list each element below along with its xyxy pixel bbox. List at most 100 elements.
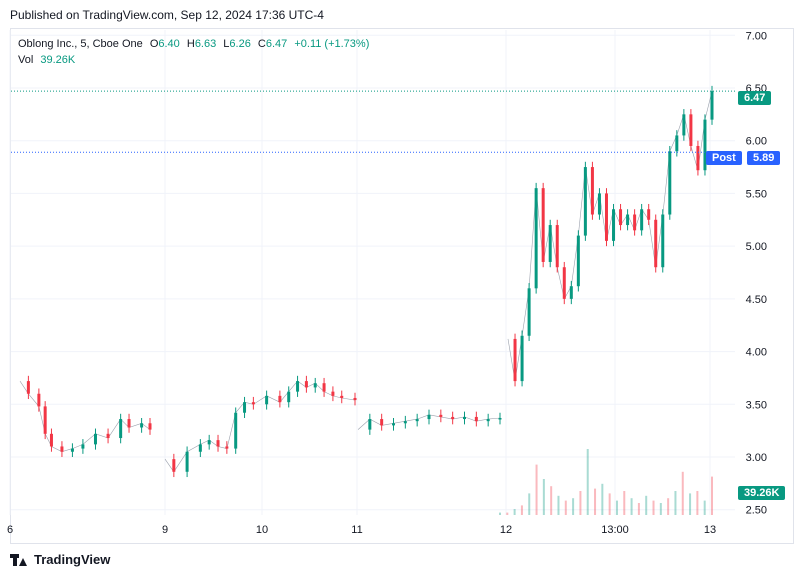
symbol-name[interactable]: Oblong Inc., 5, Cboe One bbox=[18, 38, 143, 50]
session-path-9 bbox=[164, 380, 356, 473]
y-tick-label: 7.00 bbox=[746, 30, 767, 42]
candle-body bbox=[296, 381, 300, 392]
high-label: H bbox=[186, 38, 195, 50]
y-tick-label: 5.50 bbox=[746, 188, 767, 200]
tradingview-logo-icon bbox=[10, 553, 28, 566]
candle-body bbox=[597, 193, 601, 215]
x-tick-label: 10 bbox=[256, 524, 268, 536]
candle-body bbox=[140, 423, 144, 428]
x-tick-label: 6 bbox=[7, 524, 13, 536]
volume-bar bbox=[557, 495, 560, 515]
volume-bar bbox=[550, 486, 553, 515]
volume-bar bbox=[703, 500, 706, 515]
candle-body bbox=[207, 440, 211, 445]
legend: Oblong Inc., 5, Cboe One O6.40 H6.63 L6.… bbox=[18, 36, 369, 68]
x-tick-label: 12 bbox=[500, 524, 512, 536]
volume-bar bbox=[513, 509, 516, 515]
candle-body bbox=[313, 383, 317, 388]
close-label: C bbox=[257, 38, 266, 50]
volume-bar bbox=[645, 495, 648, 515]
candle-body bbox=[541, 188, 545, 262]
candle-body bbox=[576, 235, 580, 287]
candle-body bbox=[548, 225, 552, 262]
volume-bar bbox=[564, 500, 567, 515]
volume-bar bbox=[681, 471, 684, 515]
volume-bar bbox=[499, 512, 501, 515]
candle-body bbox=[185, 451, 189, 472]
open-label: O bbox=[149, 38, 159, 50]
footer-brand[interactable]: TradingView bbox=[10, 552, 110, 567]
candle-body bbox=[81, 444, 85, 449]
volume-bar bbox=[535, 464, 538, 515]
candle-body bbox=[569, 286, 573, 299]
low-value: 6.26 bbox=[229, 38, 251, 50]
candle-body bbox=[278, 395, 282, 403]
candle-body bbox=[322, 383, 326, 392]
high-value: 6.63 bbox=[194, 38, 217, 50]
volume-bar bbox=[637, 503, 640, 515]
candle-body bbox=[353, 397, 357, 401]
volume-bar bbox=[586, 449, 589, 515]
candle-body bbox=[463, 416, 466, 420]
candle-body bbox=[619, 209, 623, 226]
volume-label[interactable]: Vol bbox=[18, 54, 34, 66]
candle-body bbox=[520, 335, 524, 382]
candle-body bbox=[43, 406, 47, 434]
volume-bar bbox=[689, 493, 692, 515]
volume-bar bbox=[572, 498, 575, 515]
session-path-12 bbox=[507, 91, 713, 382]
candle-body bbox=[392, 423, 395, 426]
candle-body bbox=[654, 219, 658, 268]
candle-body bbox=[198, 444, 202, 452]
candle-body bbox=[689, 114, 693, 146]
price-lines bbox=[11, 90, 735, 153]
legend-ohlc-row: Oblong Inc., 5, Cboe One O6.40 H6.63 L6.… bbox=[18, 36, 369, 52]
session-path-6 bbox=[19, 380, 151, 453]
x-tick-label: 11 bbox=[351, 524, 362, 536]
candle-body bbox=[703, 119, 707, 171]
candle-body bbox=[612, 209, 616, 241]
candle-body bbox=[148, 423, 152, 430]
x-axis: 6 9 10 11 12 13:00 13 bbox=[7, 524, 716, 536]
candle-body bbox=[93, 433, 97, 445]
candle-body bbox=[251, 402, 255, 405]
candles bbox=[19, 85, 714, 478]
candle-body bbox=[26, 381, 30, 394]
open-value: 6.40 bbox=[158, 38, 180, 50]
candle-body bbox=[682, 114, 686, 136]
candle-body bbox=[172, 459, 176, 472]
candle-body bbox=[513, 338, 517, 382]
volume-tag: 39.26K bbox=[738, 486, 786, 500]
volume-bars bbox=[499, 449, 713, 515]
close-value: 6.47 bbox=[265, 38, 288, 50]
volume-bar bbox=[528, 493, 531, 515]
candle-body bbox=[265, 395, 269, 405]
candle-body bbox=[225, 446, 229, 449]
candle-body bbox=[661, 214, 665, 268]
x-tick-label: 13 bbox=[704, 524, 716, 536]
candle-body bbox=[527, 288, 531, 336]
y-tick-label: 6.00 bbox=[746, 136, 767, 148]
candle-body bbox=[474, 416, 478, 422]
candle-body bbox=[633, 214, 637, 231]
candle-body bbox=[368, 419, 372, 430]
candle-body bbox=[106, 433, 110, 439]
volume-bar bbox=[594, 488, 597, 515]
y-tick-label: 4.00 bbox=[746, 347, 767, 359]
legend-volume-row: Vol 39.26K bbox=[18, 52, 369, 68]
candle-body bbox=[534, 188, 538, 289]
volume-bar bbox=[615, 500, 618, 515]
volume-value: 39.26K bbox=[40, 54, 76, 66]
volume-bar bbox=[520, 505, 523, 515]
volume-bar bbox=[711, 476, 713, 515]
volume-bar bbox=[542, 479, 545, 515]
candle-body bbox=[415, 419, 419, 422]
x-tick-label: 13:00 bbox=[601, 524, 629, 536]
candle-body bbox=[498, 418, 502, 420]
candle-body bbox=[70, 448, 74, 452]
candle-body bbox=[234, 412, 238, 449]
y-tick-label: 5.00 bbox=[746, 241, 767, 253]
post-price-tag: 5.89 bbox=[747, 151, 781, 165]
grid-lines bbox=[9, 30, 735, 515]
